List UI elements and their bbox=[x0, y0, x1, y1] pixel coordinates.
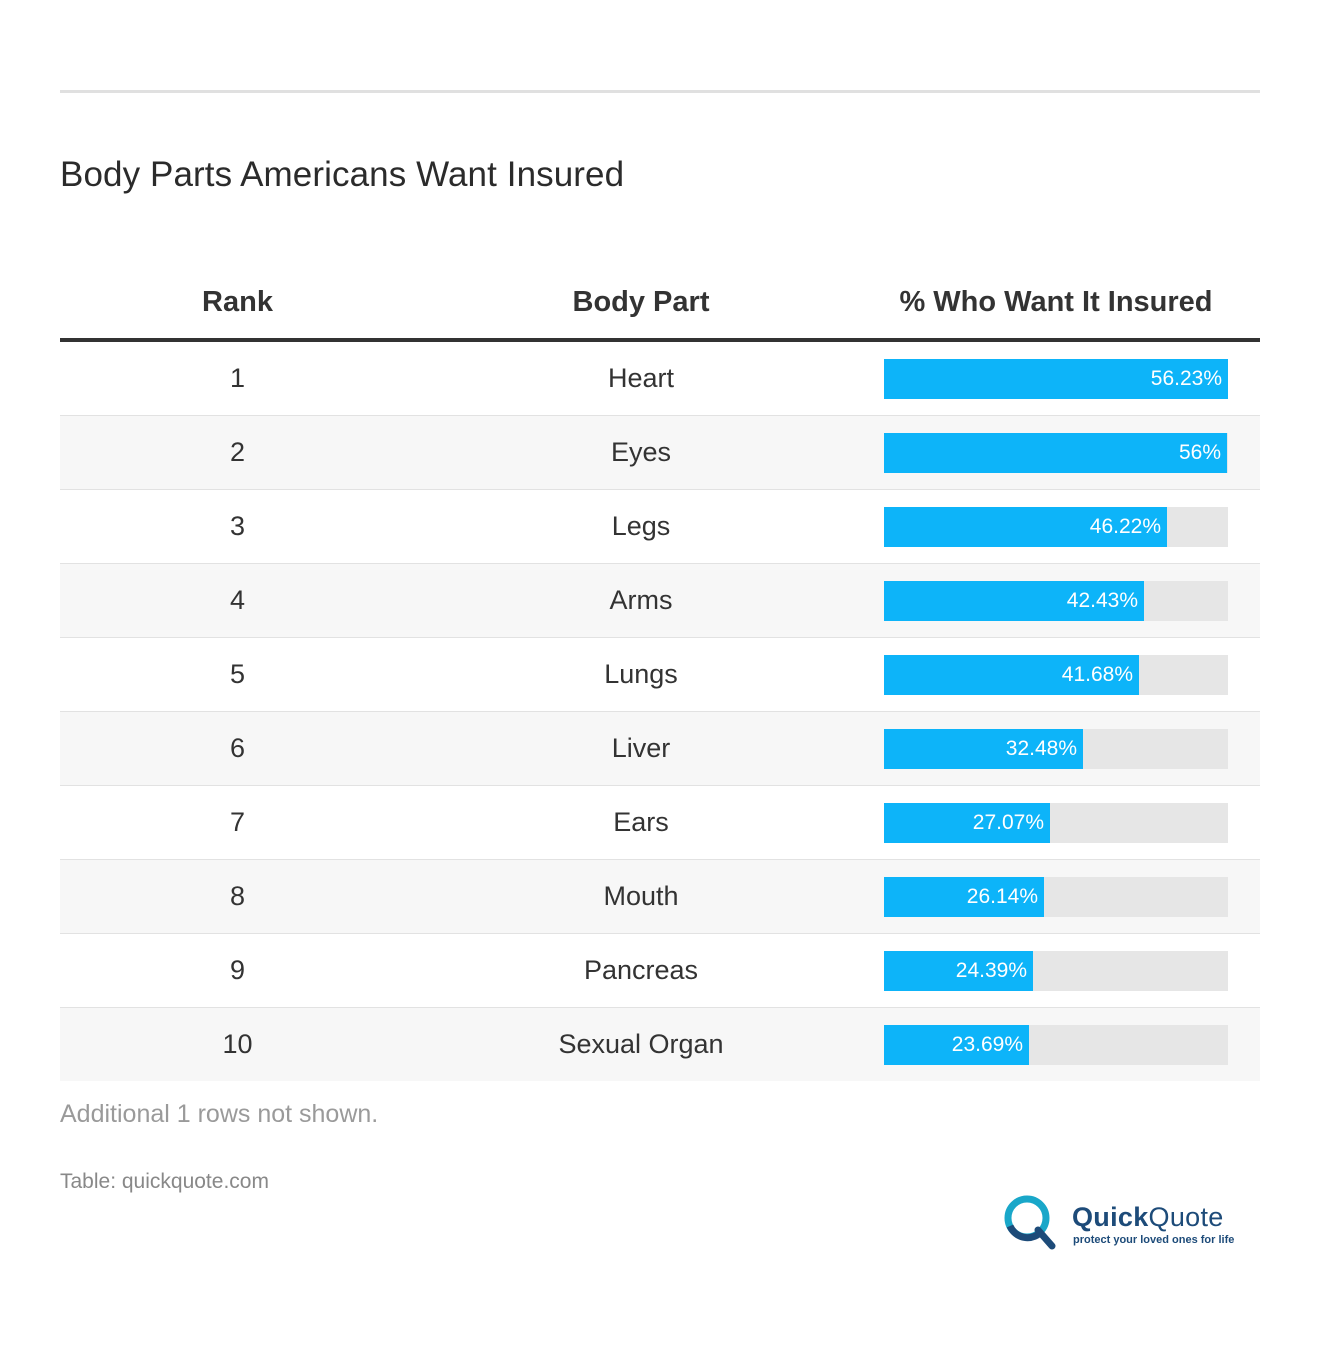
percent-label: 46.22% bbox=[1089, 515, 1161, 538]
percent-bar: 27.07% bbox=[884, 803, 1050, 843]
body-part-cell: Heart bbox=[607, 363, 675, 393]
rank-cell: 10 bbox=[222, 1029, 253, 1059]
body-part-cell: Legs bbox=[611, 511, 671, 541]
table-row: 6 Liver 32.48% bbox=[60, 712, 1260, 786]
percent-label: 42.43% bbox=[1066, 589, 1138, 612]
table-row: 4 Arms 42.43% bbox=[60, 564, 1260, 638]
logo-wordmark-quote: Quote bbox=[1148, 1202, 1224, 1232]
percent-bar-track: 23.69% bbox=[884, 1025, 1228, 1065]
percent-label: 26.14% bbox=[966, 885, 1038, 908]
percent-bar-track: 41.68% bbox=[884, 655, 1228, 695]
top-divider bbox=[60, 90, 1260, 93]
percent-bar-track: 26.14% bbox=[884, 877, 1228, 917]
body-part-cell: Pancreas bbox=[583, 955, 699, 985]
percent-bar: 56% bbox=[884, 433, 1227, 473]
logo-tagline: protect your loved ones for life bbox=[1073, 1234, 1235, 1246]
percent-label: 32.48% bbox=[1005, 737, 1077, 760]
data-table: Rank Body Part % Who Want It Insured 1 He… bbox=[60, 268, 1260, 1081]
percent-bar: 23.69% bbox=[884, 1025, 1029, 1065]
rank-cell: 1 bbox=[229, 363, 246, 393]
rank-cell: 4 bbox=[229, 585, 246, 615]
percent-bar-track: 32.48% bbox=[884, 729, 1228, 769]
magnifier-logo-icon bbox=[1004, 1195, 1056, 1250]
column-header-percent[interactable]: % Who Want It Insured bbox=[899, 286, 1213, 318]
percent-bar: 46.22% bbox=[884, 507, 1167, 547]
percent-bar-track: 24.39% bbox=[884, 951, 1228, 991]
body-part-cell: Sexual Organ bbox=[558, 1029, 724, 1059]
percent-bar-track: 56% bbox=[884, 433, 1228, 473]
percent-bar-track: 27.07% bbox=[884, 803, 1228, 843]
percent-bar-track: 42.43% bbox=[884, 581, 1228, 621]
body-part-cell: Ears bbox=[613, 807, 669, 837]
body-part-cell: Lungs bbox=[604, 659, 678, 689]
table-row: 2 Eyes 56% bbox=[60, 416, 1260, 490]
table-row: 3 Legs 46.22% bbox=[60, 490, 1260, 564]
percent-bar: 26.14% bbox=[884, 877, 1044, 917]
quickquote-logo[interactable]: QuickQuote protect your loved ones for l… bbox=[1002, 1192, 1242, 1252]
table-row: 10 Sexual Organ 23.69% bbox=[60, 1008, 1260, 1081]
rank-cell: 3 bbox=[229, 511, 246, 541]
table-header: Rank Body Part % Who Want It Insured bbox=[60, 268, 1260, 342]
percent-label: 23.69% bbox=[951, 1033, 1023, 1056]
percent-label: 56.23% bbox=[1150, 367, 1222, 390]
rank-cell: 2 bbox=[229, 437, 246, 467]
logo-wordmark-quick: Quick bbox=[1072, 1202, 1149, 1232]
percent-label: 24.39% bbox=[955, 959, 1027, 982]
table-body: 1 Heart 56.23% 2 Eyes 56% 3 Legs 46.22% 4 Arms 42.4… bbox=[60, 342, 1260, 1081]
table-row: 7 Ears 27.07% bbox=[60, 786, 1260, 860]
percent-bar: 41.68% bbox=[884, 655, 1139, 695]
percent-bar: 32.48% bbox=[884, 729, 1083, 769]
rank-cell: 6 bbox=[229, 733, 246, 763]
percent-bar: 56.23% bbox=[884, 359, 1228, 399]
logo-wordmark: QuickQuote bbox=[1072, 1202, 1224, 1233]
table-row: 5 Lungs 41.68% bbox=[60, 638, 1260, 712]
body-part-cell: Eyes bbox=[610, 437, 672, 467]
body-part-cell: Mouth bbox=[603, 881, 679, 911]
table-row: 8 Mouth 26.14% bbox=[60, 860, 1260, 934]
rank-cell: 5 bbox=[229, 659, 246, 689]
percent-label: 27.07% bbox=[972, 811, 1044, 834]
column-header-rank[interactable]: Rank bbox=[202, 286, 273, 318]
percent-label: 56% bbox=[1178, 441, 1221, 464]
rows-not-shown-note: Additional 1 rows not shown. bbox=[60, 1100, 379, 1128]
percent-bar-track: 46.22% bbox=[884, 507, 1228, 547]
percent-bar-track: 56.23% bbox=[884, 359, 1228, 399]
table-row: 9 Pancreas 24.39% bbox=[60, 934, 1260, 1008]
rank-cell: 8 bbox=[229, 881, 246, 911]
body-part-cell: Arms bbox=[609, 585, 673, 615]
body-part-cell: Liver bbox=[611, 733, 671, 763]
column-header-body-part[interactable]: Body Part bbox=[572, 286, 710, 318]
percent-bar: 24.39% bbox=[884, 951, 1033, 991]
table-title: Body Parts Americans Want Insured bbox=[60, 155, 625, 194]
table-row: 1 Heart 56.23% bbox=[60, 342, 1260, 416]
rank-cell: 7 bbox=[229, 807, 246, 837]
table-source: Table: quickquote.com bbox=[60, 1170, 269, 1193]
percent-label: 41.68% bbox=[1061, 663, 1133, 686]
percent-bar: 42.43% bbox=[884, 581, 1144, 621]
rank-cell: 9 bbox=[229, 955, 246, 985]
